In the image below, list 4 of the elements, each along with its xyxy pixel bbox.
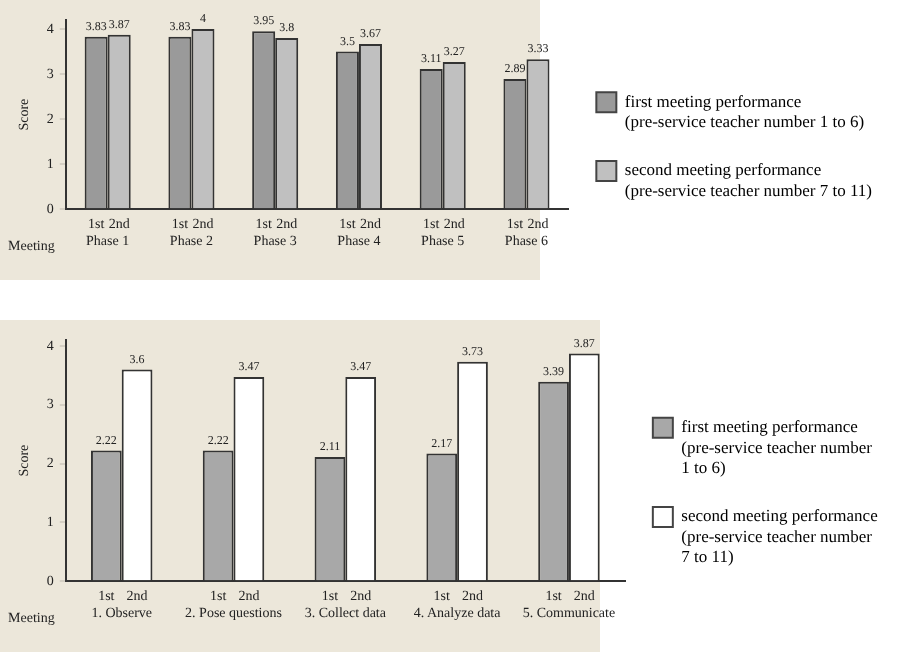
legend-label: second meeting performance (pre-service teacher number 7 to 11) bbox=[681, 505, 879, 567]
legend-label: first meeting performance (pre-service teacher number 1 to 6) bbox=[624, 90, 865, 132]
legend-label: second meeting performance (pre-service teacher number 7 to 11) bbox=[624, 159, 873, 200]
legend-label: first meeting performance (pre-service teacher number 1 to 6) bbox=[681, 416, 873, 478]
